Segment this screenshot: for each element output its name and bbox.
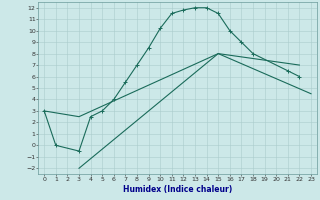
X-axis label: Humidex (Indice chaleur): Humidex (Indice chaleur) <box>123 185 232 194</box>
